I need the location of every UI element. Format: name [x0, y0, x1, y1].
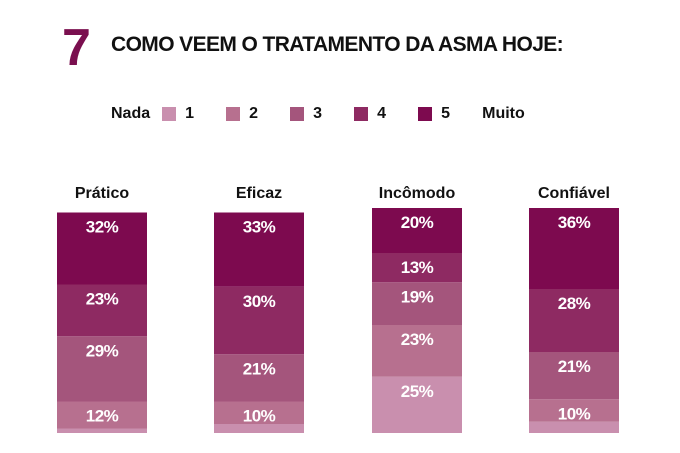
legend-item-1: 1	[162, 105, 226, 123]
chart-title: COMO VEEM O TRATAMENTO DA ASMA HOJE:	[111, 33, 564, 56]
legend-label-4: 4	[377, 105, 387, 122]
data-label-cat-3-level-4: 28%	[558, 294, 591, 313]
data-label-cat-1-level-2: 10%	[243, 407, 276, 426]
bar-segment-cat-0-level-2	[57, 401, 147, 429]
data-label-cat-3-level-3: 21%	[558, 357, 591, 376]
data-label-cat-1-level-3: 21%	[243, 359, 276, 378]
legend-swatch-4	[354, 107, 369, 121]
legend-high-label: Muito	[482, 105, 525, 122]
data-label-cat-3-level-5: 36%	[558, 213, 591, 232]
legend-label-3: 3	[313, 105, 323, 122]
bar-segment-cat-2-level-1	[372, 376, 462, 433]
bar-segment-cat-0-level-3	[57, 336, 147, 402]
bar-segment-cat-0-level-1	[57, 428, 147, 433]
data-label-cat-0-level-5: 32%	[86, 218, 119, 237]
data-label-cat-2-level-3: 19%	[401, 287, 434, 306]
category-label-cat-1: Eficaz	[236, 185, 282, 202]
bar-segment-cat-2-level-4	[372, 253, 462, 283]
bar-segment-cat-0-level-4	[57, 284, 147, 337]
figure-number: 7	[62, 19, 91, 77]
legend-item-3: 3	[290, 105, 354, 123]
bar-segment-cat-2-level-2	[372, 325, 462, 377]
legend-swatch-2	[226, 107, 241, 121]
bar-segment-cat-3-level-1	[529, 421, 619, 433]
bar-segment-cat-1-level-3	[214, 354, 304, 402]
legend-label-5: 5	[441, 105, 451, 122]
data-label-cat-0-level-3: 29%	[86, 341, 119, 360]
legend-low-label: Nada	[111, 105, 151, 122]
bar-segment-cat-0-level-5	[57, 212, 147, 285]
legend-swatch-1	[162, 107, 177, 121]
bar-segment-cat-1-level-5	[214, 212, 304, 287]
data-label-cat-2-level-5: 20%	[401, 213, 434, 232]
legend-label-2: 2	[249, 105, 259, 122]
legend-item-5: 5	[418, 105, 482, 123]
bar-segment-cat-1-level-2	[214, 401, 304, 424]
data-label-cat-1-level-5: 33%	[243, 218, 276, 237]
legend: Nada 1 2 3 4 5 Muito	[111, 104, 525, 124]
legend-item-2: 2	[226, 105, 290, 123]
category-label-cat-2: Incômodo	[379, 185, 456, 202]
bar-segment-cat-1-level-4	[214, 286, 304, 355]
data-label-cat-2-level-2: 23%	[401, 330, 434, 349]
data-label-cat-2-level-4: 13%	[401, 258, 434, 277]
bar-segment-cat-3-level-4	[529, 289, 619, 352]
category-label-cat-3: Confiável	[538, 185, 610, 202]
category-label-cat-0: Prático	[75, 185, 129, 202]
data-label-cat-1-level-4: 30%	[243, 292, 276, 311]
data-label-cat-3-level-2: 10%	[558, 404, 591, 423]
data-label-cat-0-level-4: 23%	[86, 290, 119, 309]
data-label-cat-2-level-1: 25%	[401, 382, 434, 401]
bar-segment-cat-3-level-5	[529, 208, 619, 289]
bar-segment-cat-2-level-3	[372, 282, 462, 325]
legend-item-4: 4	[354, 105, 418, 123]
bar-segment-cat-3-level-2	[529, 399, 619, 422]
bar-segment-cat-2-level-5	[372, 208, 462, 253]
bar-segment-cat-3-level-3	[529, 352, 619, 400]
legend-swatch-3	[290, 107, 305, 121]
bar-segment-cat-1-level-1	[214, 424, 304, 433]
legend-swatch-5	[418, 107, 433, 121]
legend-label-1: 1	[185, 105, 195, 122]
data-label-cat-0-level-2: 12%	[86, 407, 119, 426]
